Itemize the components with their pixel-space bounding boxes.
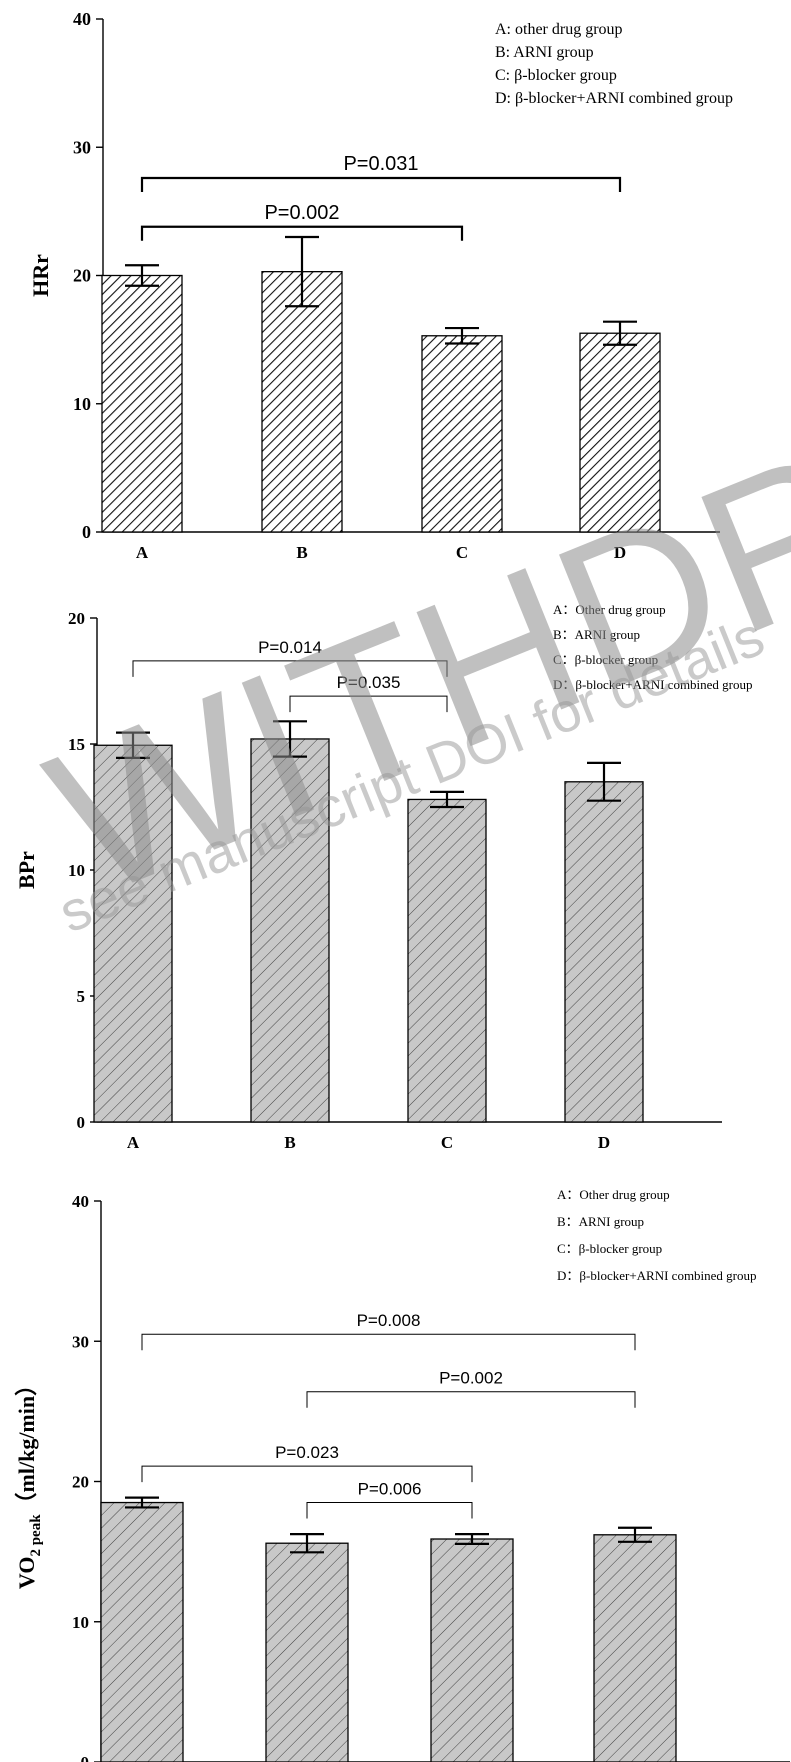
bar-B: [265, 1542, 349, 1762]
significance-bracket: [289, 695, 448, 713]
bar-B: [250, 738, 330, 1123]
y-tick-label: 5: [77, 987, 86, 1006]
category-label-C: C: [456, 543, 468, 562]
bar-B: [261, 271, 343, 533]
p-value-label: P=0.002: [439, 1369, 503, 1388]
bar-A: [93, 744, 173, 1123]
legend-entry: A: other drug group: [495, 21, 623, 38]
bar-C: [421, 335, 503, 533]
y-tick-label: 20: [73, 266, 91, 286]
bar-D: [593, 1534, 677, 1762]
bar-A: [101, 274, 183, 533]
y-tick-label: 0: [82, 522, 91, 542]
legend-entry: C: β-blocker group: [495, 67, 617, 84]
bar-D: [564, 781, 644, 1123]
bar-C: [430, 1538, 514, 1762]
y-tick-label: 15: [68, 735, 85, 754]
vo2-peak-chart: 010203040VO2 peak（ml/kg/min）ABCDP=0.008P…: [14, 1187, 790, 1762]
bpr-chart: 0 5 10 15 20 BPr A B C D P=0.014 P=0.035 A：Other dru…: [14, 602, 753, 1152]
p-value-label: P=0.008: [357, 1311, 421, 1330]
category-label-B: B: [284, 1133, 295, 1152]
y-tick-label: 40: [73, 9, 91, 29]
y-axis-title: HRr: [28, 254, 53, 297]
category-label-B: B: [296, 543, 307, 562]
bar-C: [407, 798, 487, 1123]
legend-entry: D：β-blocker+ARNI combined group: [557, 1268, 757, 1283]
y-tick-label: 10: [68, 861, 85, 880]
y-axis-title: VO2 peak（ml/kg/min）: [14, 1374, 44, 1589]
legend-entry: A：Other drug group: [553, 602, 666, 617]
legend-entry: A：Other drug group: [557, 1187, 670, 1202]
legend-entry: C：β-blocker group: [553, 652, 658, 667]
bar-A: [100, 1501, 184, 1762]
category-label-A: A: [136, 543, 149, 562]
y-tick-label: 20: [72, 1473, 89, 1492]
significance-bracket: [141, 1465, 473, 1483]
bar-D: [579, 332, 661, 533]
hrr-chart: 0 10 20 30 40 HRr A B C D P=0.031 P=0.002 A: other d…: [28, 9, 733, 562]
significance-bracket: [132, 660, 448, 677]
category-label-C: C: [441, 1133, 453, 1152]
y-tick-label: 20: [68, 609, 85, 628]
significance-bracket: [306, 1391, 636, 1408]
legend-entry: D：β-blocker+ARNI combined group: [553, 677, 753, 692]
category-label-D: D: [598, 1133, 610, 1152]
y-tick-label: 0: [81, 1753, 90, 1762]
significance-bracket: [140, 225, 464, 241]
significance-bracket: [140, 176, 622, 193]
legend-entry: D: β-blocker+ARNI combined group: [495, 90, 733, 107]
significance-bracket: [306, 1502, 473, 1519]
legend-entry: B：ARNI group: [557, 1214, 644, 1229]
p-value-label: P=0.002: [264, 202, 339, 224]
category-label-A: A: [127, 1133, 140, 1152]
y-tick-label: 10: [73, 394, 91, 414]
y-axis-title: BPr: [14, 851, 39, 889]
p-value-label: P=0.031: [343, 153, 418, 175]
y-tick-label: 40: [72, 1192, 89, 1211]
legend-entry: B：ARNI group: [553, 627, 640, 642]
legend-entry: B: ARNI group: [495, 44, 594, 61]
significance-bracket: [141, 1333, 636, 1351]
y-tick-label: 0: [77, 1113, 86, 1132]
category-label-D: D: [614, 543, 626, 562]
y-tick-label: 30: [72, 1332, 89, 1351]
y-tick-label: 10: [72, 1613, 89, 1632]
p-value-label: P=0.035: [337, 673, 401, 692]
p-value-label: P=0.006: [358, 1480, 422, 1499]
p-value-label: P=0.023: [275, 1443, 339, 1462]
p-value-label: P=0.014: [258, 638, 322, 657]
legend-entry: C：β-blocker group: [557, 1241, 662, 1256]
y-tick-label: 30: [73, 137, 91, 157]
